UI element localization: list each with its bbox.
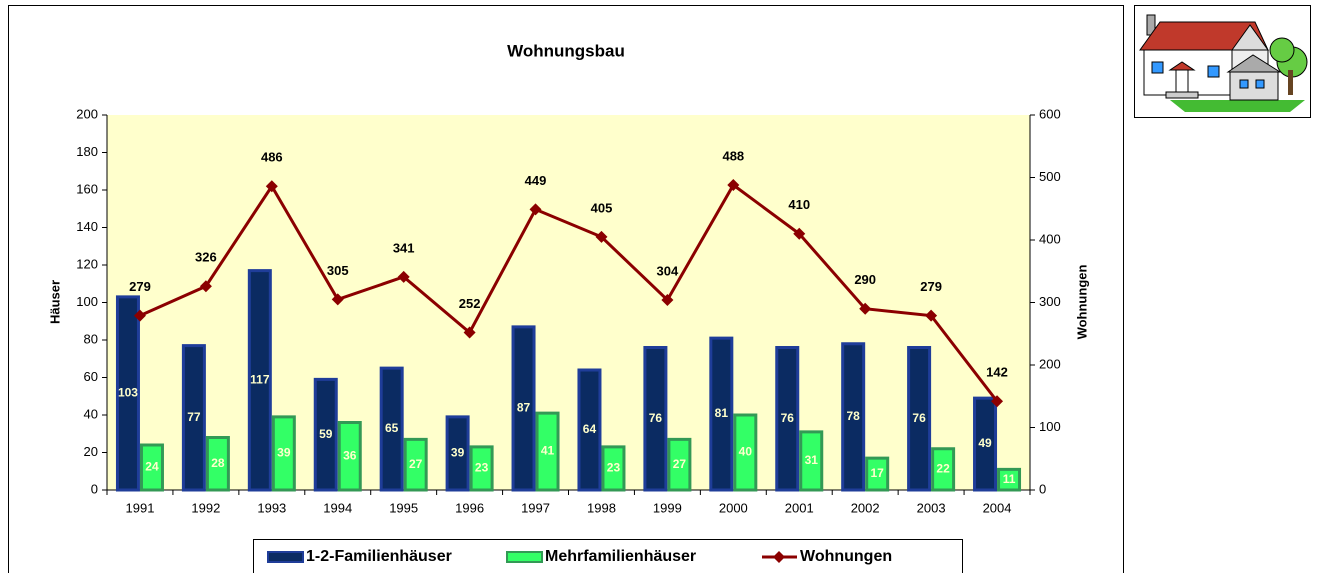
bar-value-label: 59 xyxy=(319,427,333,441)
bar-value-label: 23 xyxy=(475,461,489,475)
x-tick-label: 2001 xyxy=(785,500,814,515)
y-tick-label: 80 xyxy=(84,331,98,346)
line-value-label: 142 xyxy=(986,365,1008,380)
x-tick-label: 1997 xyxy=(521,500,550,515)
x-tick-label: 1996 xyxy=(455,500,484,515)
legend-label: Wohnungen xyxy=(800,548,892,565)
y2-tick-label: 200 xyxy=(1039,356,1061,371)
line-value-label: 326 xyxy=(195,250,217,265)
bar-value-label: 39 xyxy=(277,446,291,460)
page: Wohnungsbau Häuser Wohnungen 0 20 40 60 80 10… xyxy=(0,0,1329,573)
bar-value-label: 17 xyxy=(870,466,884,480)
line-value-label: 279 xyxy=(920,279,942,294)
y2-tick-label: 100 xyxy=(1039,419,1061,434)
x-tick-label: 1992 xyxy=(191,500,220,515)
line-value-label: 341 xyxy=(393,240,415,255)
x-tick-label: 1991 xyxy=(126,500,155,515)
bar-value-label: 49 xyxy=(978,436,992,450)
legend-swatch xyxy=(507,552,542,562)
line-value-label: 449 xyxy=(525,173,547,188)
bar-value-label: 41 xyxy=(541,444,555,458)
house-icon xyxy=(1135,6,1311,118)
y-tick-label: 180 xyxy=(76,144,98,159)
x-tick-label: 1998 xyxy=(587,500,616,515)
y2-tick-label: 400 xyxy=(1039,231,1061,246)
x-tick-label: 2000 xyxy=(719,500,748,515)
y2-tick-label: 500 xyxy=(1039,169,1061,184)
y-tick-label: 100 xyxy=(76,294,98,309)
bar-value-label: 103 xyxy=(118,386,138,400)
bar-value-label: 64 xyxy=(583,422,597,436)
x-tick-label: 1999 xyxy=(653,500,682,515)
line-value-label: 405 xyxy=(591,200,613,215)
x-tick-label: 1993 xyxy=(257,500,286,515)
bar-value-label: 27 xyxy=(409,457,423,471)
legend-label: 1-2-Familienhäuser xyxy=(306,548,452,565)
y-tick-label: 20 xyxy=(84,444,98,459)
y-tick-label: 0 xyxy=(91,481,98,496)
bar-value-label: 77 xyxy=(187,410,201,424)
x-tick-label: 2004 xyxy=(983,500,1012,515)
bar-value-label: 117 xyxy=(250,372,270,386)
legend-label: Mehrfamilienhäuser xyxy=(545,548,696,565)
bar-value-label: 36 xyxy=(343,448,357,462)
x-tick-label: 1995 xyxy=(389,500,418,515)
y-axis-title: Häuser xyxy=(47,280,62,324)
y-tick-label: 40 xyxy=(84,406,98,421)
line-value-label: 279 xyxy=(129,279,151,294)
y2-tick-label: 300 xyxy=(1039,294,1061,309)
bar-value-label: 24 xyxy=(145,460,159,474)
x-tick-label: 2003 xyxy=(917,500,946,515)
x-tick-label: 1994 xyxy=(323,500,352,515)
y-tick-label: 160 xyxy=(76,181,98,196)
line-value-label: 290 xyxy=(854,272,876,287)
bar-value-label: 76 xyxy=(781,411,795,425)
legend-swatch xyxy=(268,552,303,562)
bar-value-label: 22 xyxy=(936,462,950,476)
bar-value-label: 40 xyxy=(739,445,753,459)
y2-tick-label: 600 xyxy=(1039,106,1061,121)
y-tick-label: 200 xyxy=(76,106,98,121)
bar-value-label: 27 xyxy=(673,457,687,471)
y-tick-label: 120 xyxy=(76,256,98,271)
line-value-label: 305 xyxy=(327,263,349,278)
bar-value-label: 39 xyxy=(451,446,465,460)
bar-value-label: 65 xyxy=(385,421,399,435)
bar-value-label: 87 xyxy=(517,401,531,415)
bar-value-label: 78 xyxy=(846,409,860,423)
bar-value-label: 28 xyxy=(211,456,225,470)
line-value-label: 304 xyxy=(657,263,679,278)
chart-title: Wohnungsbau xyxy=(507,41,625,60)
y2-axis-title: Wohnungen xyxy=(1074,265,1089,340)
bar-value-label: 31 xyxy=(805,453,819,467)
bar-value-label: 81 xyxy=(715,406,729,420)
line-value-label: 410 xyxy=(788,197,810,212)
line-value-label: 488 xyxy=(722,148,744,163)
bar-value-label: 23 xyxy=(607,461,621,475)
line-value-label: 252 xyxy=(459,296,481,311)
plot-area xyxy=(107,115,1030,490)
bar-value-label: 11 xyxy=(1003,472,1016,486)
line-value-label: 486 xyxy=(261,150,283,165)
bar-value-label: 76 xyxy=(649,411,663,425)
y-tick-label: 140 xyxy=(76,219,98,234)
y2-tick-label: 0 xyxy=(1039,481,1046,496)
y-tick-label: 60 xyxy=(84,369,98,384)
x-tick-label: 2002 xyxy=(851,500,880,515)
bar-value-label: 76 xyxy=(912,411,926,425)
